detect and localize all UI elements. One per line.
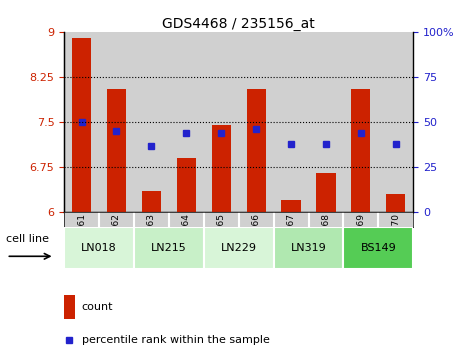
Bar (64, 227, 134, 269)
Bar (177, 158, 196, 212)
Bar (134, 227, 204, 269)
Bar (204, 227, 274, 269)
Bar (142, 192, 161, 212)
Bar (99, 32, 134, 212)
Text: LN229: LN229 (221, 243, 256, 253)
Text: cell line: cell line (7, 234, 49, 244)
Bar (316, 173, 335, 212)
Text: GSM397662: GSM397662 (112, 213, 121, 268)
Bar (169, 32, 204, 212)
Bar (352, 89, 370, 212)
Text: GSM397669: GSM397669 (356, 213, 365, 268)
Bar (309, 32, 343, 212)
Text: GSM397661: GSM397661 (77, 213, 86, 268)
Text: LN319: LN319 (291, 243, 326, 253)
Bar (238, 32, 274, 212)
Bar (107, 89, 126, 212)
Text: GSM397667: GSM397667 (286, 213, 295, 268)
Text: GSM397665: GSM397665 (217, 213, 226, 268)
Bar (379, 32, 413, 212)
Text: LN018: LN018 (81, 243, 117, 253)
Bar (282, 200, 301, 212)
Bar (204, 32, 238, 212)
Text: GSM397666: GSM397666 (252, 213, 261, 268)
Bar (386, 194, 405, 212)
Title: GDS4468 / 235156_at: GDS4468 / 235156_at (162, 17, 315, 31)
Text: percentile rank within the sample: percentile rank within the sample (82, 335, 269, 345)
Bar (134, 32, 169, 212)
Bar (274, 227, 343, 269)
Text: GSM397670: GSM397670 (391, 213, 400, 268)
Bar (64, 32, 99, 212)
Text: LN215: LN215 (151, 243, 187, 253)
Bar (274, 32, 309, 212)
Text: GSM397663: GSM397663 (147, 213, 156, 268)
Text: GSM397664: GSM397664 (182, 213, 191, 268)
Bar (64, 295, 75, 319)
Bar (343, 227, 413, 269)
Bar (212, 125, 231, 212)
Text: GSM397668: GSM397668 (322, 213, 331, 268)
Bar (72, 38, 91, 212)
Text: BS149: BS149 (361, 243, 396, 253)
Bar (247, 89, 266, 212)
Text: count: count (82, 302, 113, 312)
Bar (343, 32, 379, 212)
